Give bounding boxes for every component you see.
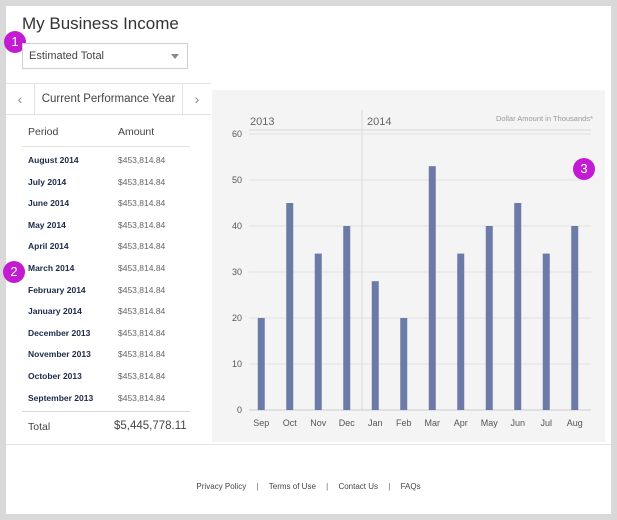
bar (286, 203, 294, 410)
faqs-link[interactable]: FAQs (400, 482, 421, 491)
amount-value: $453,814.84 (118, 176, 166, 187)
total-label: Total (28, 421, 51, 433)
privacy-policy-link[interactable]: Privacy Policy (196, 482, 247, 491)
annotation-badge-1: 1 (4, 31, 26, 53)
amount-value: $453,814.84 (118, 349, 166, 360)
period-link[interactable]: February 2014 (28, 284, 86, 295)
x-tick-label: Sep (253, 418, 269, 428)
amount-value: $453,814.84 (118, 392, 166, 403)
table-row: March 2014 $453,814.84 (22, 260, 190, 281)
chart-svg: 2013 2014 Dollar Amount in Thousands* 0 10 20… (232, 110, 593, 428)
footer-divider (6, 444, 611, 445)
period-link[interactable]: November 2013 (28, 349, 91, 360)
period-link[interactable]: April 2014 (28, 241, 69, 252)
column-header-period: Period (28, 126, 59, 138)
bar (571, 226, 579, 410)
footer-separator: | (388, 482, 391, 491)
bar (457, 253, 465, 410)
estimate-type-select[interactable]: Estimated Total (22, 43, 188, 69)
amount-value: $453,814.84 (118, 284, 166, 295)
x-tick-label: Jun (510, 418, 525, 428)
x-tick-label: Dec (339, 418, 356, 428)
bar (400, 318, 408, 410)
amount-value: $453,814.84 (118, 306, 166, 317)
bar (371, 281, 379, 410)
amount-value: $453,814.84 (118, 327, 166, 338)
y-tick-label: 60 (232, 129, 242, 139)
bar (343, 226, 351, 410)
bar (514, 203, 522, 410)
income-bar-chart: 2013 2014 Dollar Amount in Thousands* 0 10 20… (212, 90, 605, 442)
page-title: My Business Income (22, 14, 179, 33)
table-row: July 2014 $453,814.84 (22, 174, 190, 195)
bar (257, 318, 265, 410)
y-tick-label: 10 (232, 359, 242, 369)
x-tick-label: Jul (540, 418, 552, 428)
x-tick-label: Nov (310, 418, 327, 428)
terms-of-use-link[interactable]: Terms of Use (268, 482, 316, 491)
table-row: December 2013 $453,814.84 (22, 325, 190, 346)
period-link[interactable]: December 2013 (28, 327, 91, 338)
period-link[interactable]: May 2014 (28, 219, 66, 230)
period-link[interactable]: September 2013 (28, 392, 94, 403)
y-tick-label: 50 (232, 175, 242, 185)
year-label-2013: 2013 (250, 116, 274, 128)
period-navigator: ‹ Current Performance Year › (6, 84, 211, 115)
table-row: October 2013 $453,814.84 (22, 368, 190, 389)
year-label-2014: 2014 (367, 116, 391, 128)
unit-note: Dollar Amount in Thousands* (496, 114, 593, 123)
period-link[interactable]: August 2014 (28, 155, 79, 165)
x-tick-label: Oct (283, 418, 298, 428)
x-tick-label: Feb (396, 418, 412, 428)
footer-separator: | (326, 482, 329, 491)
x-tick-label: Aug (567, 418, 583, 428)
y-tick-label: 20 (232, 313, 242, 323)
column-header-amount: Amount (118, 126, 155, 138)
period-link[interactable]: June 2014 (28, 198, 70, 209)
bar (314, 253, 322, 410)
income-table-panel: ‹ Current Performance Year › Period Amou… (6, 83, 211, 445)
chevron-down-icon (171, 54, 179, 59)
table-row: September 2013 $453,814.84 (22, 390, 190, 411)
table-row: August 2014 $453,814.84 (22, 152, 190, 173)
amount-value: $453,814.84 (118, 198, 166, 209)
annotation-badge-3: 3 (573, 158, 595, 180)
table-row: February 2014 $453,814.84 (22, 282, 190, 303)
table-row: January 2014 $453,814.84 (22, 303, 190, 324)
total-row: Total $5,445,778.11 (22, 411, 190, 436)
period-label: Current Performance Year (41, 93, 176, 105)
period-link[interactable]: October 2013 (28, 371, 82, 381)
amount-value: $453,814.84 (118, 155, 166, 165)
x-tick-label: Apr (454, 418, 468, 428)
period-link[interactable]: March 2014 (28, 263, 75, 273)
period-link[interactable]: January 2014 (28, 306, 82, 317)
table-header: Period Amount (22, 126, 190, 147)
footer-separator: | (256, 482, 259, 491)
table-row: April 2014 $453,814.84 (22, 238, 190, 259)
amount-value: $453,814.84 (118, 241, 166, 252)
amount-value: $453,814.84 (118, 219, 166, 230)
x-tick-label: May (481, 418, 499, 428)
amount-value: $453,814.84 (118, 263, 166, 273)
contact-us-link[interactable]: Contact Us (338, 482, 379, 491)
x-tick-label: Jan (368, 418, 383, 428)
period-link[interactable]: July 2014 (28, 176, 67, 187)
table-row: June 2014 $453,814.84 (22, 195, 190, 216)
y-tick-label: 40 (232, 221, 242, 231)
bar (485, 226, 493, 410)
bar (542, 253, 550, 410)
table-row: November 2013 $453,814.84 (22, 346, 190, 367)
table-row: May 2014 $453,814.84 (22, 217, 190, 238)
y-tick-label: 30 (232, 267, 242, 277)
bar (428, 166, 436, 410)
amount-value: $453,814.84 (118, 371, 166, 381)
total-value: $5,445,778.11 (114, 420, 187, 432)
y-tick-label: 0 (237, 405, 242, 415)
x-tick-label: Mar (425, 418, 441, 428)
next-period-button[interactable]: › (182, 84, 211, 114)
annotation-badge-2: 2 (3, 261, 25, 283)
prev-period-button[interactable]: ‹ (6, 84, 35, 114)
footer-links: Privacy Policy | Terms of Use | Contact … (0, 482, 617, 491)
select-value: Estimated Total (29, 50, 105, 62)
